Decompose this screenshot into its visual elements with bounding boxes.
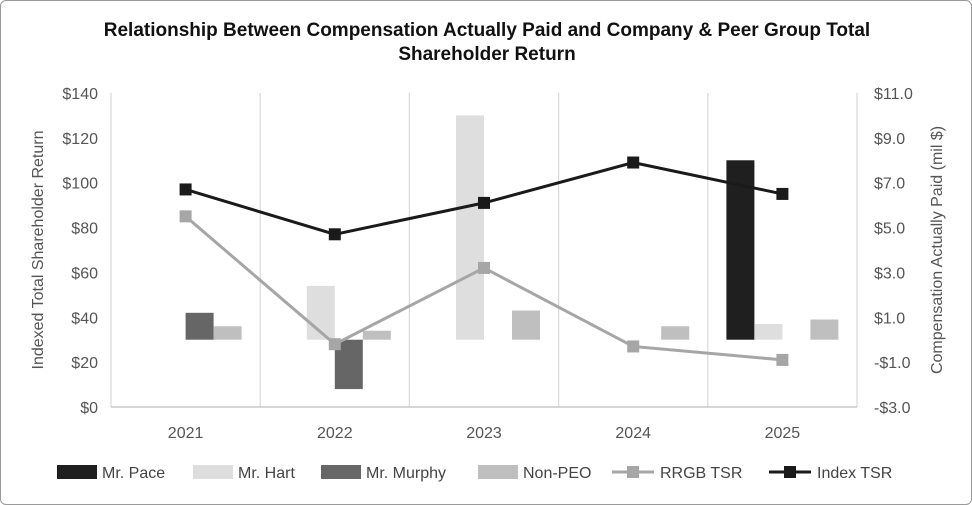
- y2-tick-label: $1.0: [874, 310, 905, 327]
- y2-tick-label: $11.0: [874, 86, 913, 103]
- bar-mr-murphy-2021: [185, 312, 214, 340]
- bar-non-peo-2025: [810, 319, 839, 340]
- x-tick-label: 2024: [615, 425, 651, 442]
- x-tick-label: 2023: [466, 425, 502, 442]
- line-rrgb-tsr: [184, 215, 783, 362]
- y-tick-label: $60: [71, 265, 98, 282]
- y2-tick-label: -$3.0: [874, 400, 911, 417]
- point-rrgb-tsr-2023: [478, 261, 490, 274]
- y-tick-label: $80: [71, 221, 98, 238]
- axes: $0 $20 $40 $60 $80 $100 $120 $140 -$3.0 -$1.0 $1.0…: [30, 86, 946, 442]
- x-tick-label: 2025: [765, 425, 801, 442]
- y-axis-label: Indexed Total Shareholder Return: [30, 131, 47, 370]
- y2-tick-label: -$1.0: [874, 355, 911, 372]
- bar-non-peo-2023: [512, 310, 540, 340]
- point-rrgb-tsr-2025: [776, 353, 789, 366]
- bar-mr-pace-2025: [726, 160, 755, 340]
- legend-label-mr-pace: Mr. Pace: [102, 465, 165, 482]
- point-rrgb-tsr-2024: [627, 340, 640, 353]
- chart-title: Relationship Between Compensation Actual…: [1, 19, 972, 67]
- legend-swatch-non-peo: [478, 465, 518, 479]
- chart-title-line-1: Relationship Between Compensation Actual…: [103, 20, 871, 41]
- legend-swatch-mr-hart: [193, 465, 233, 479]
- bar-non-peo-2022: [362, 330, 391, 340]
- lines: [179, 156, 789, 366]
- chart-title-line-2: Shareholder Return: [398, 44, 576, 65]
- legend-label-index-tsr: Index TSR: [817, 465, 892, 482]
- bar-non-peo-2024: [661, 326, 690, 340]
- gridlines: [110, 93, 858, 408]
- y-tick-label: $0: [80, 400, 98, 417]
- point-index-tsr-2023: [478, 196, 490, 209]
- y-tick-label: $100: [62, 176, 98, 193]
- point-rrgb-tsr-2021: [179, 210, 192, 223]
- y2-tick-label: $3.0: [874, 265, 905, 282]
- point-index-tsr-2025: [776, 187, 789, 200]
- point-index-tsr-2021: [179, 183, 192, 196]
- y-tick-label: $140: [62, 86, 98, 103]
- bar-mr-hart-2025: [754, 324, 783, 340]
- legend-swatch-mr-murphy: [321, 465, 361, 479]
- y-tick-label: $120: [62, 131, 98, 148]
- point-index-tsr-2024: [627, 156, 640, 169]
- legend-label-mr-hart: Mr. Hart: [238, 465, 295, 482]
- point-rrgb-tsr-2022: [328, 338, 341, 351]
- legend-label-rrgb-tsr: RRGB TSR: [660, 465, 742, 482]
- legend: Mr. Pace Mr. Hart Mr. Murphy Non-PEO RRGB TS…: [57, 465, 892, 482]
- legend-swatch-mr-pace: [57, 465, 97, 479]
- bars: [185, 115, 839, 390]
- legend-label-non-peo: Non-PEO: [523, 465, 591, 482]
- legend-label-mr-murphy: Mr. Murphy: [366, 465, 446, 482]
- point-index-tsr-2022: [328, 228, 341, 241]
- bar-mr-hart-2023: [456, 115, 484, 340]
- bar-non-peo-2021: [213, 326, 242, 340]
- x-tick-label: 2021: [168, 425, 204, 442]
- legend-marker-rrgb-tsr: [627, 466, 639, 478]
- y2-tick-label: $9.0: [874, 131, 905, 148]
- y2-tick-label: $5.0: [874, 221, 905, 238]
- x-tick-label: 2022: [317, 425, 353, 442]
- y2-axis-label: Compensation Actually Paid (mil $): [929, 126, 946, 374]
- y-tick-label: $20: [71, 355, 98, 372]
- y-tick-label: $40: [71, 310, 98, 327]
- y2-tick-label: $7.0: [874, 176, 905, 193]
- legend-marker-index-tsr: [784, 466, 796, 478]
